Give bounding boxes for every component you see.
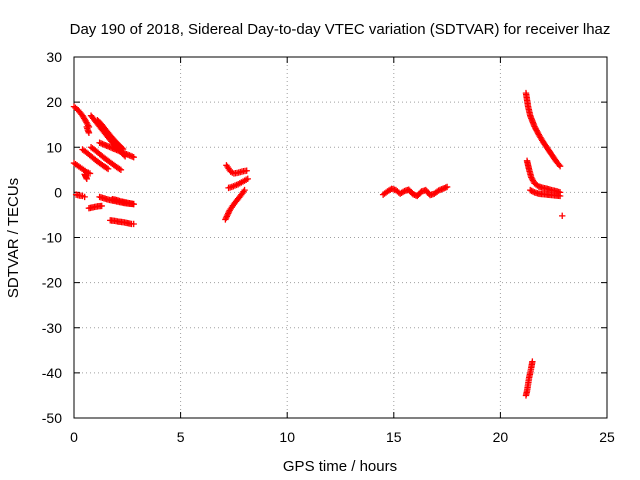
data-point xyxy=(241,186,248,194)
x-tick-label: 25 xyxy=(599,429,615,445)
y-tick-label: -40 xyxy=(42,365,62,381)
data-point xyxy=(117,166,125,174)
data-point xyxy=(83,175,90,183)
x-tick-label: 10 xyxy=(279,429,295,445)
axis-ticks xyxy=(73,56,608,419)
data-point xyxy=(555,161,563,169)
x-tick-label: 5 xyxy=(177,429,185,445)
data-point xyxy=(85,129,93,137)
data-point xyxy=(130,153,137,161)
chart-title: Day 190 of 2018, Sidereal Day-to-day VTE… xyxy=(70,21,611,38)
y-tick-label: 0 xyxy=(54,184,62,200)
data-point xyxy=(81,193,88,201)
data-point xyxy=(130,200,137,208)
data-point xyxy=(529,188,537,195)
y-axis-title: SDTVAR / TECUs xyxy=(5,178,22,298)
y-tick-label: 20 xyxy=(46,94,62,110)
data-point xyxy=(443,183,451,191)
x-tick-label: 15 xyxy=(386,429,402,445)
data-points xyxy=(70,89,566,399)
y-tick-label: 30 xyxy=(46,49,62,65)
grid-lines xyxy=(74,57,607,418)
data-point xyxy=(556,163,564,170)
data-point xyxy=(86,170,94,177)
data-point xyxy=(529,358,536,365)
y-tick-labels: -50 -40 -30 -20 -10 0 10 20 30 xyxy=(42,49,62,426)
data-point xyxy=(244,175,251,183)
y-tick-label: -20 xyxy=(42,275,62,291)
y-tick-label: -10 xyxy=(42,230,62,246)
data-point xyxy=(98,202,105,210)
data-point xyxy=(130,220,137,228)
y-tick-label: 10 xyxy=(46,139,62,155)
data-point xyxy=(103,164,110,172)
data-point xyxy=(116,165,123,173)
x-tick-label: 20 xyxy=(493,429,509,445)
data-point xyxy=(104,165,112,173)
y-tick-label: -50 xyxy=(42,410,62,426)
x-tick-label: 0 xyxy=(70,429,78,445)
data-point xyxy=(243,167,250,174)
data-point xyxy=(556,192,564,200)
data-point xyxy=(399,188,407,196)
x-axis-title: GPS time / hours xyxy=(283,458,397,475)
data-point xyxy=(559,212,566,220)
x-tick-labels: 0 5 10 15 20 25 xyxy=(70,429,615,445)
y-tick-label: -30 xyxy=(42,320,62,336)
